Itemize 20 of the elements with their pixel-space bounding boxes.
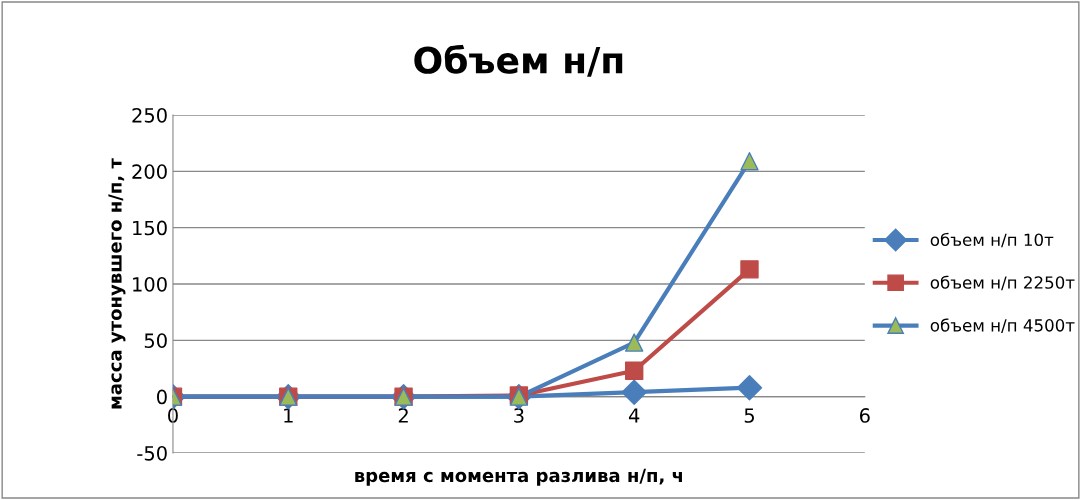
x-tick-label: 4 bbox=[628, 408, 640, 423]
y-tick-label: 200 bbox=[132, 164, 167, 179]
legend-label: объем н/п 4500т bbox=[930, 318, 1075, 333]
x-tick-label: 0 bbox=[168, 408, 178, 423]
x-tick-label: 3 bbox=[514, 408, 524, 423]
y-tick-label: 250 bbox=[132, 107, 167, 123]
x-axis-title: время с момента разлива н/п, ч bbox=[355, 468, 682, 486]
y-tick-label: 150 bbox=[133, 220, 167, 236]
x-tick-label: 2 bbox=[398, 408, 408, 423]
y-tick-label: 0 bbox=[157, 389, 167, 405]
legend-label: объем н/п 2250т bbox=[930, 275, 1075, 291]
x-tick-label: 1 bbox=[284, 408, 293, 423]
x-tick-label: 6 bbox=[859, 408, 870, 423]
chart-title: Объем н/п bbox=[414, 44, 623, 77]
y-tick-label: -50 bbox=[137, 445, 167, 461]
legend-label: объем н/п 10т bbox=[930, 232, 1054, 248]
y-tick-label: 100 bbox=[133, 276, 167, 292]
y-axis-title: масса утонувшего н/п, т bbox=[108, 158, 126, 409]
x-tick-label: 5 bbox=[744, 408, 754, 423]
y-tick-label: 50 bbox=[144, 333, 167, 348]
